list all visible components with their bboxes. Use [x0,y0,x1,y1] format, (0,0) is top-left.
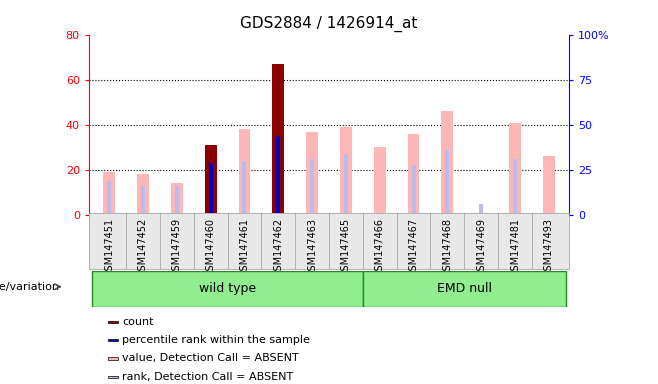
Text: GSM147460: GSM147460 [205,218,216,276]
Bar [108,376,118,378]
Bar [513,159,517,215]
Text: GSM147481: GSM147481 [510,218,520,276]
Bar [103,172,115,215]
Text: GSM147451: GSM147451 [104,218,114,277]
Text: GSM147468: GSM147468 [442,218,453,276]
Bar [141,186,145,215]
Title: GDS2884 / 1426914_at: GDS2884 / 1426914_at [240,16,418,32]
Bar [479,204,483,215]
Text: GSM147493: GSM147493 [544,218,554,276]
Text: GSM147466: GSM147466 [375,218,385,276]
Bar [137,174,149,215]
Text: GSM147469: GSM147469 [476,218,486,276]
Bar [306,132,318,215]
Bar [171,184,183,215]
Bar [344,154,348,215]
Bar [411,166,416,215]
Bar [108,321,118,323]
Bar [209,163,213,215]
Bar [108,339,118,341]
Text: value, Detection Call = ABSENT: value, Detection Call = ABSENT [122,353,299,364]
Text: GSM147463: GSM147463 [307,218,317,276]
Bar [509,122,521,215]
Bar [205,145,216,215]
Bar [543,156,555,215]
Bar [374,147,386,215]
Text: GSM147459: GSM147459 [172,218,182,277]
Text: GSM147462: GSM147462 [273,218,283,277]
Text: GSM147452: GSM147452 [138,218,148,277]
Text: genotype/variation: genotype/variation [0,282,59,292]
Bar [238,129,250,215]
Bar [272,64,284,215]
Bar [310,159,314,215]
Text: count: count [122,317,154,327]
Text: rank, Detection Call = ABSENT: rank, Detection Call = ABSENT [122,372,293,382]
Bar [107,181,111,215]
Text: wild type: wild type [199,283,256,295]
Text: GSM147461: GSM147461 [240,218,249,276]
Bar [340,127,352,215]
Bar [442,111,453,215]
Bar [445,150,449,215]
Text: percentile rank within the sample: percentile rank within the sample [122,335,311,345]
FancyBboxPatch shape [363,271,566,307]
Bar [408,134,420,215]
Bar [175,186,179,215]
Text: GSM147465: GSM147465 [341,218,351,277]
Text: EMD null: EMD null [437,283,492,295]
Bar [242,161,247,215]
Bar [276,136,280,215]
Bar [108,358,118,359]
FancyBboxPatch shape [92,271,363,307]
Text: GSM147467: GSM147467 [409,218,418,277]
